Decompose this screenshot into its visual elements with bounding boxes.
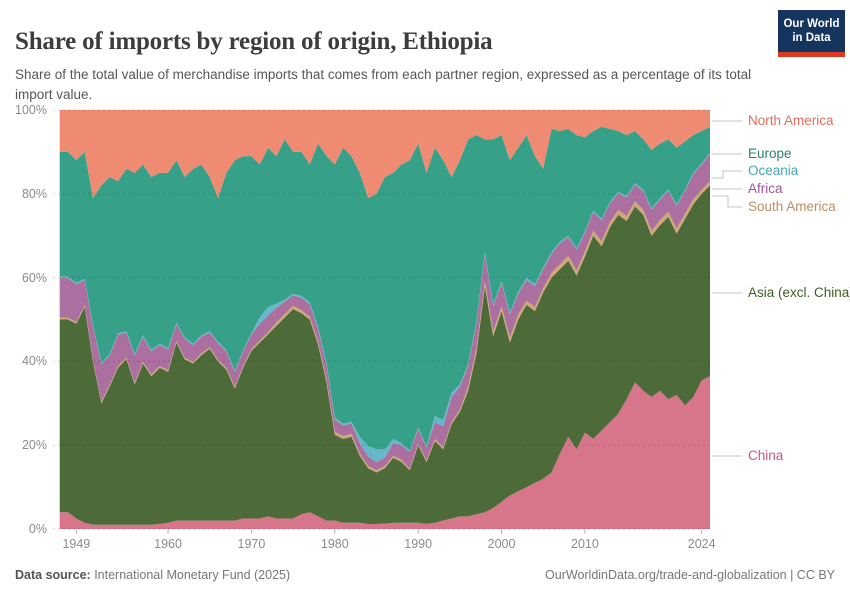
legend-item-north-america[interactable]: North America <box>748 113 834 128</box>
data-source-text: International Monetary Fund (2025) <box>90 568 291 582</box>
owid-logo[interactable]: Our World in Data <box>778 10 845 57</box>
legend-leader-line <box>712 195 742 208</box>
page-subtitle: Share of the total value of merchandise … <box>15 66 752 102</box>
area-asia-excl-china[interactable] <box>59 185 710 525</box>
legend-item-south-america[interactable]: South America <box>748 199 836 214</box>
legend-item-africa[interactable]: Africa <box>748 181 783 196</box>
owid-logo-line2: in Data <box>792 32 831 44</box>
y-axis-label-40: 40% <box>21 354 47 369</box>
x-axis-label-2024: 2024 <box>687 537 716 551</box>
y-axis-label-80: 80% <box>21 186 47 201</box>
owid-link[interactable]: OurWorldinData.org/trade-and-globalizati… <box>545 568 835 582</box>
area-china[interactable] <box>59 376 710 529</box>
legend-item-china[interactable]: China <box>748 448 784 463</box>
page-title: Share of imports by region of origin, Et… <box>15 27 493 55</box>
legend-item-asia-excl-china[interactable]: Asia (excl. China) <box>748 285 850 300</box>
data-source-label: Data source: <box>15 568 91 582</box>
owid-logo-line1: Our World <box>783 18 840 30</box>
x-axis-label-2010: 2010 <box>571 537 599 551</box>
x-axis-label-1990: 1990 <box>404 537 433 551</box>
x-axis-label-2000: 2000 <box>487 537 516 551</box>
x-axis-label-1980: 1980 <box>320 537 349 551</box>
data-source: Data source: International Monetary Fund… <box>15 568 290 582</box>
y-axis-label-60: 60% <box>21 270 47 285</box>
y-axis-label-100: 100% <box>15 103 47 117</box>
y-axis-label-20: 20% <box>21 438 47 453</box>
legend-item-oceania[interactable]: Oceania <box>748 163 799 178</box>
y-axis-label-0: 0% <box>28 522 47 536</box>
legend-leader-line <box>712 170 742 179</box>
area-europe[interactable] <box>59 126 710 451</box>
x-axis-label-1970: 1970 <box>237 537 266 551</box>
x-axis-label-1960: 1960 <box>154 537 182 551</box>
area-north-america[interactable] <box>59 110 710 198</box>
x-axis-label-1949: 1949 <box>62 537 91 551</box>
legend-item-europe[interactable]: Europe <box>748 146 792 161</box>
chart-footer: Data source: International Monetary Fund… <box>15 568 835 582</box>
